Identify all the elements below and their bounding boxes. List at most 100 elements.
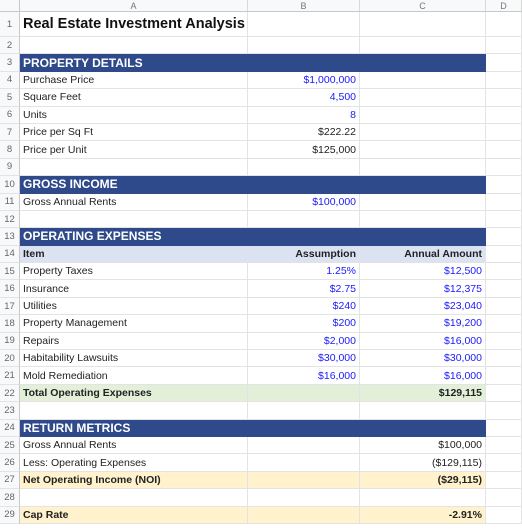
cell-a[interactable]: GROSS INCOME (20, 176, 248, 194)
cell-d[interactable] (486, 89, 522, 107)
cell-c[interactable]: $12,500 (360, 263, 486, 281)
cell-c[interactable] (360, 228, 486, 246)
cell-c[interactable] (360, 54, 486, 72)
cell-b[interactable]: $1,000,000 (248, 71, 360, 90)
cell-a[interactable]: RETURN METRICS (20, 419, 248, 437)
row-header[interactable]: 14 (0, 245, 20, 264)
cell-d[interactable] (486, 263, 522, 281)
row-header[interactable]: 21 (0, 367, 20, 385)
cell-c[interactable] (360, 158, 486, 177)
cell-b[interactable] (248, 228, 360, 246)
cell-a[interactable]: Net Operating Income (NOI) (20, 471, 248, 490)
row-header[interactable]: 24 (0, 419, 20, 437)
cell-b[interactable] (248, 419, 360, 437)
cell-d[interactable] (486, 471, 522, 490)
cell-d[interactable] (486, 402, 522, 420)
cell-b[interactable]: $2,000 (248, 332, 360, 351)
cell-a[interactable] (20, 210, 248, 229)
cell-c[interactable]: $12,375 (360, 280, 486, 298)
cell-b[interactable]: $125,000 (248, 141, 360, 159)
row-header[interactable]: 25 (0, 436, 20, 455)
cell-a[interactable]: Property Taxes (20, 263, 248, 281)
cell-a[interactable]: OPERATING EXPENSES (20, 228, 248, 246)
row-header[interactable]: 9 (0, 158, 20, 177)
row-header[interactable]: 23 (0, 402, 20, 420)
row-header[interactable]: 26 (0, 454, 20, 472)
cell-b[interactable]: 8 (248, 106, 360, 124)
cell-b[interactable] (248, 158, 360, 177)
cell-c[interactable]: -2.91% (360, 506, 486, 524)
cell-b[interactable]: Assumption (248, 245, 360, 264)
row-header[interactable]: 16 (0, 280, 20, 298)
cell-a[interactable]: Mold Remediation (20, 367, 248, 385)
column-header-b[interactable]: B (248, 0, 360, 11)
row-header[interactable]: 19 (0, 332, 20, 351)
row-header[interactable]: 18 (0, 315, 20, 333)
row-header[interactable]: 29 (0, 506, 20, 524)
cell-a[interactable]: Real Estate Investment Analysis (20, 12, 248, 37)
cell-d[interactable] (486, 454, 522, 472)
cell-a[interactable]: Purchase Price (20, 71, 248, 90)
cell-b[interactable] (248, 12, 360, 37)
row-header[interactable]: 20 (0, 350, 20, 368)
cell-a[interactable]: Utilities (20, 297, 248, 316)
cell-b[interactable]: 4,500 (248, 89, 360, 107)
cell-c[interactable] (360, 193, 486, 211)
cell-d[interactable] (486, 210, 522, 229)
row-header[interactable]: 5 (0, 89, 20, 107)
cell-b[interactable]: $200 (248, 315, 360, 333)
cell-b[interactable]: $100,000 (248, 193, 360, 211)
cell-c[interactable]: $23,040 (360, 297, 486, 316)
cell-a[interactable]: Cap Rate (20, 506, 248, 524)
cell-d[interactable] (486, 506, 522, 524)
cell-d[interactable] (486, 123, 522, 142)
cell-c[interactable] (360, 37, 486, 55)
row-header[interactable]: 2 (0, 37, 20, 55)
cell-b[interactable] (248, 402, 360, 420)
column-header-d[interactable]: D (486, 0, 522, 11)
cell-d[interactable] (486, 384, 522, 403)
cell-a[interactable]: Price per Sq Ft (20, 123, 248, 142)
cell-b[interactable]: 1.25% (248, 263, 360, 281)
cell-d[interactable] (486, 297, 522, 316)
cell-c[interactable] (360, 210, 486, 229)
row-header[interactable]: 4 (0, 71, 20, 90)
cell-b[interactable] (248, 506, 360, 524)
cell-c[interactable]: ($29,115) (360, 471, 486, 490)
cell-c[interactable]: ($129,115) (360, 454, 486, 472)
cell-a[interactable]: Price per Unit (20, 141, 248, 159)
cell-c[interactable] (360, 419, 486, 437)
row-header[interactable]: 28 (0, 489, 20, 507)
cell-b[interactable]: $30,000 (248, 350, 360, 368)
cell-d[interactable] (486, 176, 522, 194)
cell-a[interactable]: Units (20, 106, 248, 124)
cell-c[interactable]: $16,000 (360, 367, 486, 385)
cell-d[interactable] (486, 315, 522, 333)
cell-a[interactable] (20, 402, 248, 420)
cell-c[interactable] (360, 402, 486, 420)
cell-b[interactable] (248, 436, 360, 455)
row-header[interactable]: 27 (0, 471, 20, 490)
cell-d[interactable] (486, 193, 522, 211)
cell-a[interactable]: Property Management (20, 315, 248, 333)
cell-d[interactable] (486, 332, 522, 351)
cell-a[interactable]: Square Feet (20, 89, 248, 107)
cell-c[interactable]: Annual Amount (360, 245, 486, 264)
cell-b[interactable]: $16,000 (248, 367, 360, 385)
cell-c[interactable] (360, 106, 486, 124)
cell-c[interactable]: $30,000 (360, 350, 486, 368)
cell-c[interactable] (360, 489, 486, 507)
cell-b[interactable]: $240 (248, 297, 360, 316)
cell-d[interactable] (486, 419, 522, 437)
row-header[interactable]: 6 (0, 106, 20, 124)
cell-d[interactable] (486, 106, 522, 124)
cell-b[interactable] (248, 176, 360, 194)
cell-a[interactable]: Total Operating Expenses (20, 384, 248, 403)
row-header[interactable]: 8 (0, 141, 20, 159)
cell-b[interactable]: $2.75 (248, 280, 360, 298)
cell-d[interactable] (486, 54, 522, 72)
cell-a[interactable]: Less: Operating Expenses (20, 454, 248, 472)
cell-a[interactable]: Gross Annual Rents (20, 193, 248, 211)
cell-a[interactable]: PROPERTY DETAILS (20, 54, 248, 72)
cell-a[interactable]: Habitability Lawsuits (20, 350, 248, 368)
